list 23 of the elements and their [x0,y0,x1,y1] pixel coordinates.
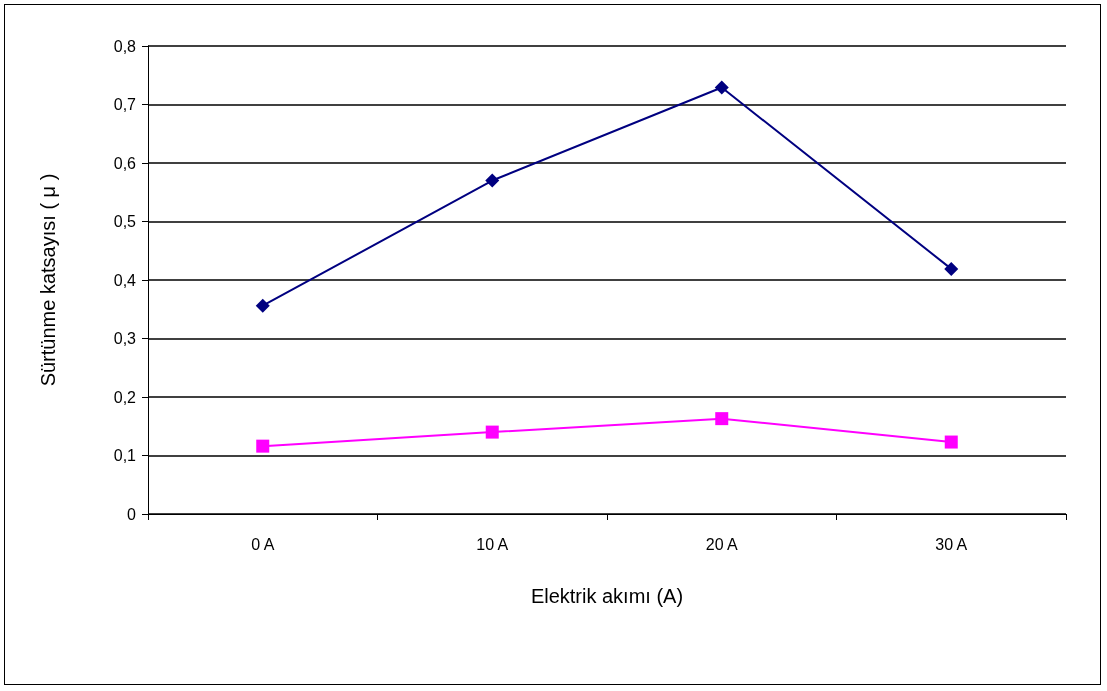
y-axis-title: Sürtünme katsayısı ( μ ) [37,173,59,387]
y-tick-label: 0,6 [113,154,137,172]
point [255,298,270,313]
point [714,80,729,95]
x-tick-label: 20 A [705,535,739,553]
y-tick-label: 0,7 [113,96,137,113]
y-tick-label: 0,5 [113,213,137,230]
point [485,173,500,188]
point [485,425,499,439]
point [944,261,959,276]
y-tick-label: 0,4 [113,271,137,289]
x-tick-label: 30 A [935,535,968,553]
y-tick-label: 0,1 [113,447,137,464]
y-tick-label: 0,3 [113,330,137,347]
y-tick-label: 0 [127,505,137,523]
point [944,435,958,449]
y-tick-label: 0,8 [113,37,137,55]
x-axis-title: Elektrik akımı (A) [530,585,684,607]
point [715,412,729,426]
point [256,439,270,453]
x-tick-label: 10 A [476,535,509,553]
y-tick-label: 0,2 [113,388,137,406]
x-tick-label: 0 A [251,535,275,553]
